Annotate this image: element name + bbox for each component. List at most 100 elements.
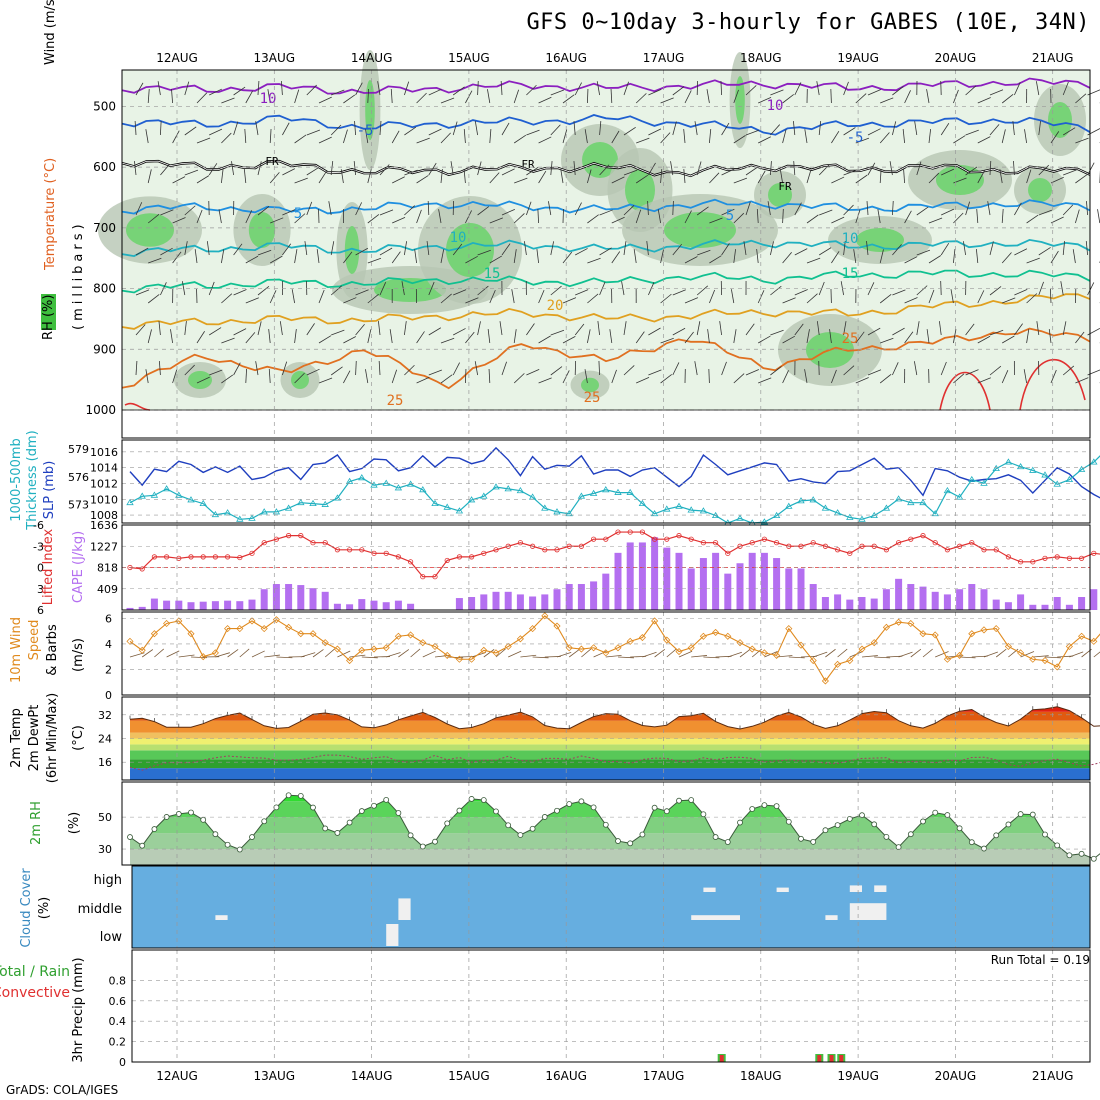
wind-barb xyxy=(1075,209,1080,224)
cape-bar xyxy=(968,584,976,610)
wind-barb xyxy=(550,89,565,96)
wind-barb xyxy=(660,337,674,344)
wind-speed-point xyxy=(126,637,134,645)
wind-barb xyxy=(684,297,699,304)
cape-bar xyxy=(1065,604,1073,610)
cape-bar xyxy=(687,568,695,610)
thickness-point xyxy=(626,488,634,495)
lifted-index-point xyxy=(468,554,475,560)
wind-barb xyxy=(573,121,576,136)
wind-barb xyxy=(196,209,203,224)
rh-point xyxy=(1017,811,1024,817)
wind-barb xyxy=(440,337,455,344)
wind-barb xyxy=(1001,370,1009,384)
wind-barb xyxy=(1001,209,1004,224)
precip-legend-group: Total / Rain Convective xyxy=(0,964,70,1001)
thickness-tick-label: 576 xyxy=(68,471,89,484)
wind-barb xyxy=(660,169,663,184)
wind-barb-10m xyxy=(1020,651,1035,658)
wind-barb xyxy=(892,362,899,376)
wind-barb xyxy=(745,201,751,216)
wind-barb xyxy=(148,257,162,264)
wind-barb xyxy=(294,249,298,264)
temp-color-band xyxy=(130,720,1090,733)
wind-barb xyxy=(1085,241,1088,256)
rh-point xyxy=(822,827,829,834)
panel-frame xyxy=(121,524,1091,611)
wind-barb xyxy=(756,209,759,224)
thickness-point xyxy=(272,508,281,515)
wind-barb-10m xyxy=(508,650,522,658)
wind-speed-point xyxy=(858,645,866,653)
wind-barb xyxy=(587,257,601,264)
wind-barb xyxy=(598,360,600,376)
temperature-line xyxy=(129,706,1100,730)
lifted-index-point xyxy=(164,554,170,560)
thickness-point xyxy=(541,504,549,511)
rh-point xyxy=(602,821,609,828)
contour-label: FR xyxy=(265,155,279,168)
lifted-index-axis-label: Lifted Index xyxy=(41,528,56,605)
wind-barb xyxy=(721,361,727,376)
wind-barb xyxy=(221,249,225,264)
rh-contour-core xyxy=(625,169,655,211)
precip-axis-label-group: 3hr Precip (mm) xyxy=(71,957,86,1062)
rh-color-band xyxy=(130,849,1090,865)
wind-barb xyxy=(1026,293,1038,304)
wind-barb xyxy=(721,208,735,216)
wind-barb xyxy=(378,361,381,376)
lifted-index-point xyxy=(188,554,194,560)
contour-label: 10 xyxy=(842,231,859,247)
wind-barb xyxy=(1026,257,1040,264)
wind-barb xyxy=(928,172,940,184)
contour-label: -5 xyxy=(847,130,864,146)
wind-barb xyxy=(818,121,822,136)
thickness-point xyxy=(431,499,439,507)
wind-barb xyxy=(743,241,747,256)
cape-bar xyxy=(260,589,268,610)
wind-barb xyxy=(221,132,232,144)
wind-speed-point xyxy=(919,630,927,638)
wind-barb xyxy=(452,243,463,256)
cape-axis-label-group: CAPE (J/kg) xyxy=(71,531,86,603)
wind-barb xyxy=(1075,137,1089,144)
rh-contour-core xyxy=(768,183,792,207)
wind-barb xyxy=(184,169,199,176)
rh-point xyxy=(895,844,902,851)
temp-axis-label: 2m Temp xyxy=(9,708,24,768)
wind-barb xyxy=(721,122,730,136)
wind-barb xyxy=(575,248,588,256)
wind-barb xyxy=(294,89,300,104)
wind-barb xyxy=(672,86,685,96)
thickness-point xyxy=(1029,466,1037,473)
wind-barb xyxy=(696,161,702,176)
rh-point xyxy=(407,832,414,839)
cloud-cover-axis-label-group: Cloud Cover xyxy=(19,868,34,948)
lifted-index-tick-label: 6 xyxy=(37,604,44,617)
wind-barb xyxy=(977,335,991,344)
wind-barb xyxy=(160,209,174,216)
wind-barb xyxy=(1075,377,1089,384)
wind-speed-point xyxy=(736,639,744,647)
wind-speed-point xyxy=(211,649,219,657)
wind-barb xyxy=(635,174,649,184)
wind-barb xyxy=(171,89,173,104)
wind-speed-point xyxy=(577,645,585,653)
wind-speed-point xyxy=(956,651,964,659)
wind-barb xyxy=(416,209,422,224)
wind-barb xyxy=(745,129,760,136)
wind-barb xyxy=(819,209,833,216)
lifted-index-point xyxy=(554,547,560,553)
contour-label: FR xyxy=(778,180,792,193)
lifted-index-point xyxy=(151,554,157,560)
wind-barb xyxy=(818,247,832,256)
wind-barb xyxy=(831,369,837,384)
wind-barb xyxy=(575,289,589,296)
wind-barb xyxy=(623,81,629,96)
wind-barb xyxy=(196,137,211,144)
wind-barb xyxy=(928,255,942,264)
temp-color-band xyxy=(130,759,1090,769)
wind-barb xyxy=(391,251,401,264)
wind-barb xyxy=(843,204,854,216)
wind-barb xyxy=(1014,82,1021,96)
